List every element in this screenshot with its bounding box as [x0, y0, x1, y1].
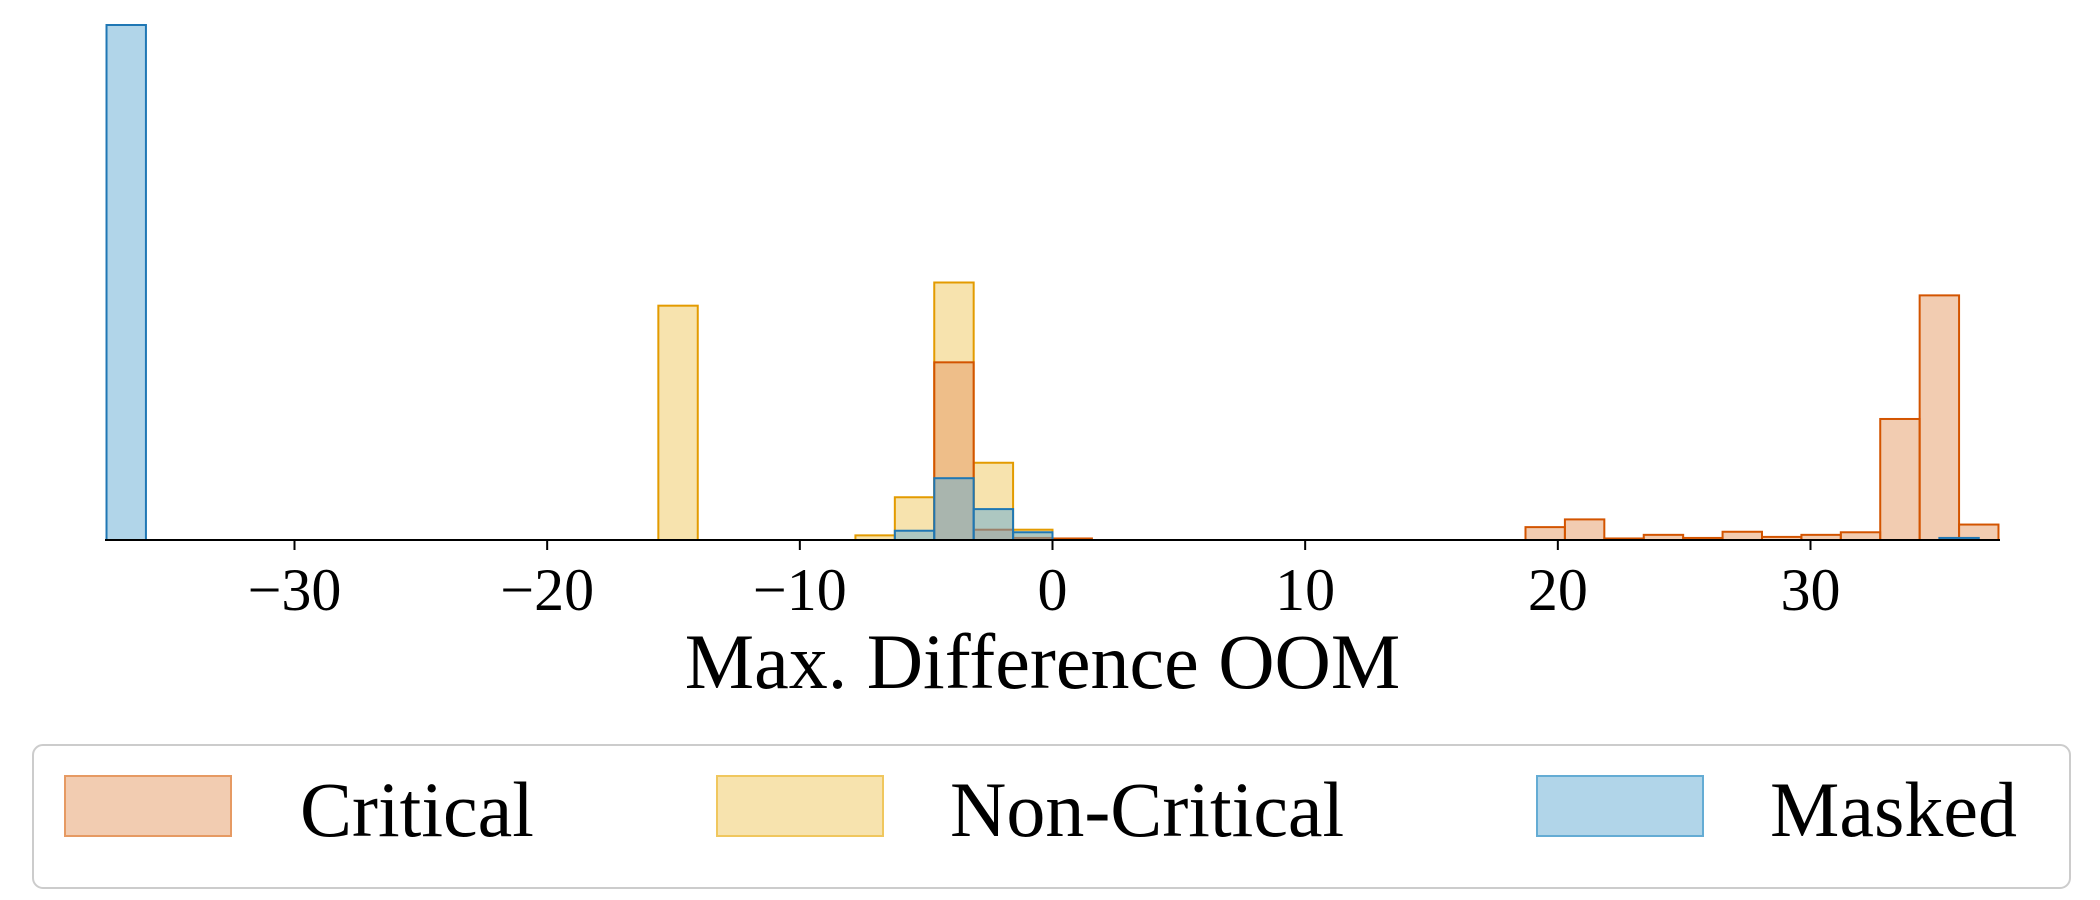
x-tick-label-3: 0: [1038, 557, 1068, 623]
bar-masked-4: [1012, 531, 1054, 542]
bar-masked-3: [972, 508, 1015, 542]
x-axis-label: Max. Difference OOM: [685, 618, 1400, 705]
bar-critical-5: [1563, 518, 1606, 542]
bar-critical-9: [1721, 530, 1763, 542]
x-tick-label-6: 30: [1781, 557, 1841, 623]
bar-critical-13: [1879, 417, 1921, 542]
legend-label-masked: Masked: [1770, 766, 2017, 853]
bar-masked-1: [893, 529, 936, 541]
x-tick-label-5: 20: [1528, 557, 1588, 623]
bar-critical-14: [1918, 294, 1961, 541]
x-tick-label-2: −10: [753, 557, 847, 623]
bar-critical-12: [1839, 531, 1882, 542]
bar-masked-2: [933, 477, 975, 542]
legend-label-critical: Critical: [300, 766, 534, 853]
x-tick-label-1: −20: [500, 557, 594, 623]
histogram-bars: [105, 24, 2000, 542]
bar-non-critical-0: [657, 304, 699, 541]
legend-swatch-non-critical: [716, 775, 884, 837]
legend-swatch-critical: [64, 775, 232, 837]
x-tick-label-0: −30: [248, 557, 342, 623]
x-tick-label-4: 10: [1275, 557, 1335, 623]
legend-label-non-critical: Non-Critical: [950, 766, 1344, 853]
legend-swatch-masked: [1536, 775, 1704, 837]
bar-critical-4: [1524, 526, 1566, 541]
legend: Critical Non-Critical Masked: [64, 766, 2017, 853]
bar-masked-0: [105, 24, 147, 541]
x-axis-ticks: −30 −20 −10 0 10 20 30: [248, 540, 1841, 623]
